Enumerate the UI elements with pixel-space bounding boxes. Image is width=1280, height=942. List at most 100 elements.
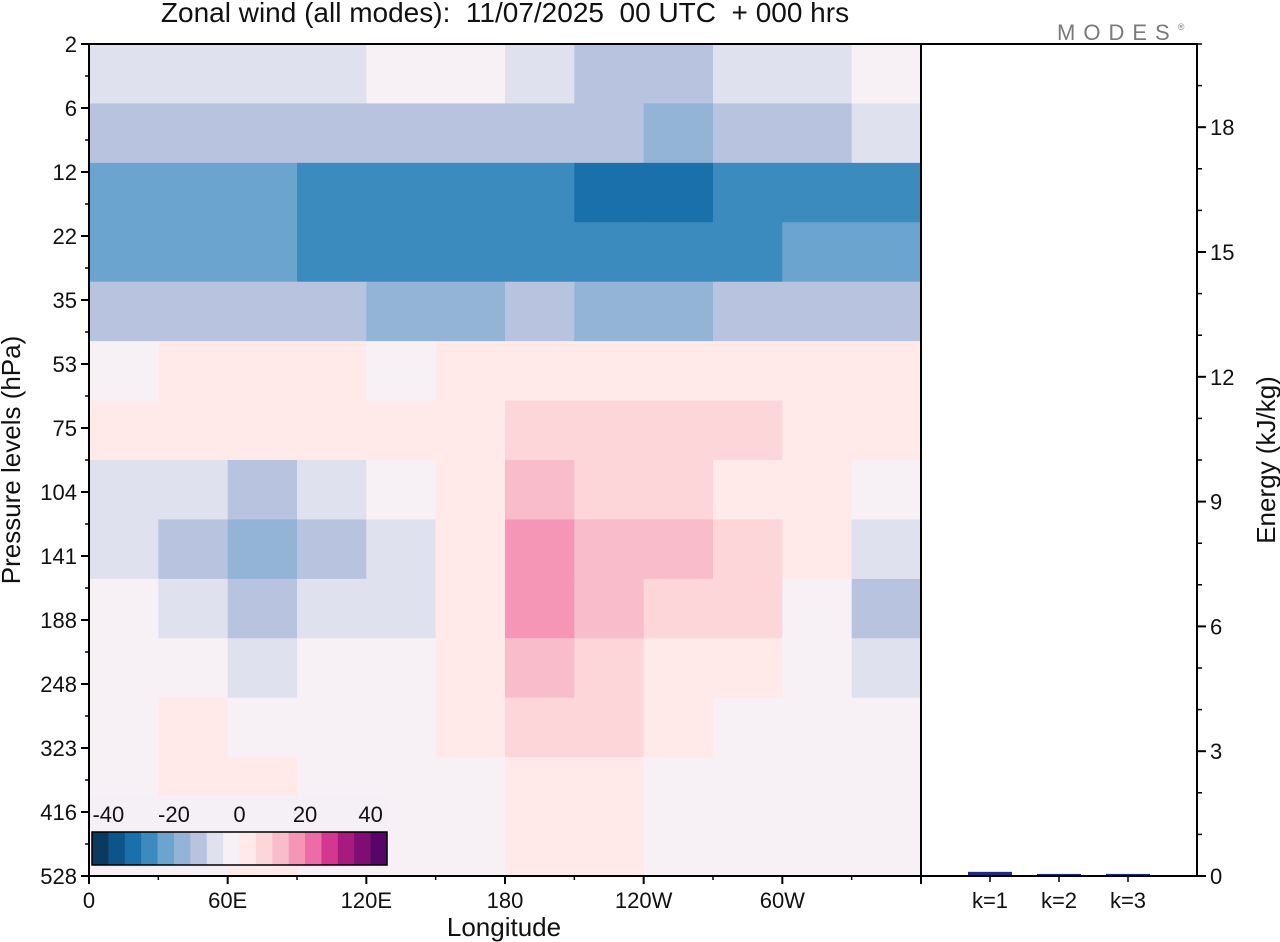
- y-tick-label: 248: [40, 672, 77, 697]
- heatmap-cell: [713, 400, 783, 461]
- y-tick-label: 75: [53, 416, 77, 441]
- heatmap-cell: [297, 281, 367, 342]
- heatmap-cell: [227, 519, 298, 580]
- heatmap-cell: [227, 281, 298, 342]
- heatmap-cell: [782, 400, 853, 461]
- heatmap-cell: [435, 519, 506, 580]
- colorbar-swatch: [206, 832, 224, 865]
- heatmap-cell: [505, 460, 575, 521]
- heatmap-cell: [366, 103, 437, 164]
- energy-bar: [968, 871, 1012, 876]
- heatmap-cell: [89, 638, 159, 699]
- energy-frame: [920, 43, 1198, 877]
- heatmap-cell: [227, 638, 298, 699]
- heatmap-cell: [505, 578, 575, 639]
- colorbar-swatch: [288, 832, 306, 865]
- y-tick-label: 53: [53, 352, 77, 377]
- heatmap-cell: [158, 44, 229, 105]
- heatmap-cell: [851, 103, 922, 164]
- heatmap-cell: [89, 341, 159, 402]
- heatmap-cell: [851, 460, 922, 521]
- heatmap-cell: [435, 103, 506, 164]
- heatmap-cell: [713, 222, 783, 283]
- heatmap-cell: [158, 281, 229, 342]
- heatmap-cell: [851, 519, 922, 580]
- x-axis-label: Longitude: [447, 912, 561, 942]
- heatmap-cell: [574, 578, 645, 639]
- heatmap-cell: [505, 400, 575, 461]
- heatmap-cell: [782, 162, 853, 223]
- heatmap-cell: [366, 638, 437, 699]
- heatmap-cell: [851, 638, 922, 699]
- heatmap-cell: [89, 162, 159, 223]
- energy-bar: [1106, 873, 1150, 876]
- heatmap-cell: [435, 460, 506, 521]
- y-tick-label: 323: [40, 736, 77, 761]
- colorbar-swatch: [141, 832, 158, 865]
- colorbar-tick-label: -40: [92, 802, 124, 827]
- energy-bar: [1037, 873, 1081, 876]
- heatmap-cell: [713, 162, 783, 223]
- heatmap-cell: [851, 162, 922, 223]
- heatmap-cell: [435, 578, 506, 639]
- heatmap-cell: [574, 638, 645, 699]
- heatmap-cell: [158, 103, 229, 164]
- heatmap-cell: [574, 281, 645, 342]
- heatmap-cell: [574, 103, 645, 164]
- heatmap-cell: [505, 638, 575, 699]
- y-axis-label: Pressure levels (hPa): [0, 336, 26, 585]
- heatmap-cell: [158, 519, 229, 580]
- heatmap-cell: [89, 222, 159, 283]
- colorbar-swatch: [157, 832, 175, 865]
- heatmap-cell: [435, 281, 506, 342]
- energy-tick-label: 0: [1210, 864, 1222, 889]
- heatmap-cell: [435, 400, 506, 461]
- energy-category-label: k=3: [1110, 888, 1146, 913]
- heatmap-cell: [158, 222, 229, 283]
- heatmap-cell: [782, 103, 853, 164]
- heatmap-cell: [643, 44, 714, 105]
- logo-text: MODES: [1057, 20, 1178, 45]
- energy-tick-label: 6: [1210, 614, 1222, 639]
- colorbar-swatch: [92, 832, 109, 865]
- heatmap-cell: [366, 460, 437, 521]
- zonal-wind-heatmap: [89, 44, 922, 877]
- energy-bar-chart: [968, 871, 1150, 876]
- heatmap-cell: [158, 400, 229, 461]
- colorbar-tick-label: 0: [233, 802, 245, 827]
- modes-logo: MODES®: [1057, 20, 1184, 46]
- heatmap-cell: [227, 460, 298, 521]
- heatmap-cell: [227, 222, 298, 283]
- colorbar-swatch: [305, 832, 322, 865]
- energy-tick-label: 18: [1210, 115, 1234, 140]
- heatmap-cell: [297, 519, 367, 580]
- heatmap-cell: [713, 578, 783, 639]
- heatmap-cell: [643, 519, 714, 580]
- heatmap-cell: [713, 816, 783, 877]
- colorbar-swatch: [239, 832, 257, 865]
- colorbar-tick-label: 40: [358, 802, 382, 827]
- colorbar-swatch: [272, 832, 290, 865]
- heatmap-cell: [366, 162, 437, 223]
- heatmap-cell: [505, 341, 575, 402]
- heatmap-cell: [851, 44, 922, 105]
- heatmap-cell: [713, 103, 783, 164]
- heatmap-cell: [435, 638, 506, 699]
- heatmap-cell: [366, 697, 437, 758]
- heatmap-cell: [505, 816, 575, 877]
- y-tick-label: 416: [40, 800, 77, 825]
- heatmap-cell: [851, 697, 922, 758]
- y-tick-label: 141: [40, 544, 77, 569]
- x-tick-label: 120W: [615, 888, 673, 913]
- energy-axis-label: Energy (kJ/kg): [1251, 376, 1280, 544]
- heatmap-cell: [574, 162, 645, 223]
- heatmap-cell: [435, 757, 506, 818]
- colorbar-swatch: [255, 832, 273, 865]
- heatmap-cell: [435, 697, 506, 758]
- heatmap-cell: [297, 460, 367, 521]
- y-tick-label: 2: [65, 32, 77, 57]
- heatmap-cell: [89, 697, 159, 758]
- colorbar-swatch: [124, 832, 142, 865]
- colorbar-swatch: [321, 832, 339, 865]
- heatmap-cell: [297, 697, 367, 758]
